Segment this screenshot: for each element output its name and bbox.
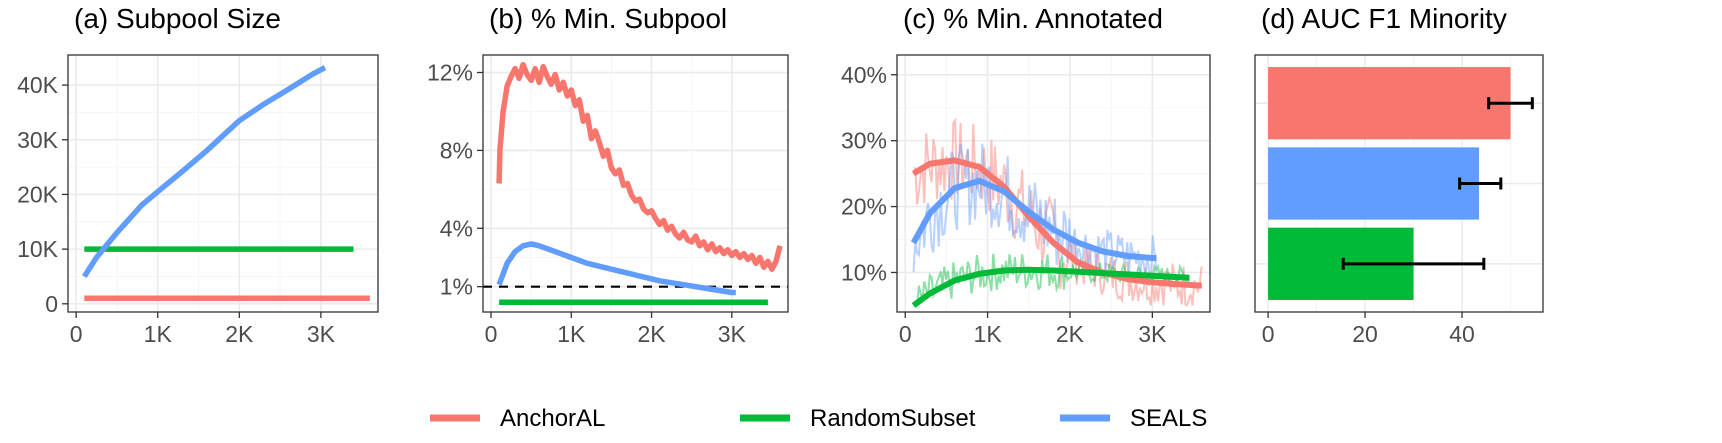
legend-item-seals: SEALS (1060, 405, 1207, 432)
panel-title: (d) AUC F1 Minority (1261, 3, 1507, 34)
x-tick-label: 1K (144, 321, 173, 347)
x-tick-label: 2K (225, 321, 254, 347)
gridlines (68, 55, 378, 312)
y-tick-label: 1% (440, 274, 473, 300)
legend: AnchorAL RandomSubset SEALS (430, 405, 1207, 432)
raw-trace-seals (912, 143, 1158, 282)
panel-title: (c) % Min. Annotated (903, 3, 1163, 34)
y-tick-label: 40% (841, 62, 887, 88)
series-line-randomsubset (911, 266, 1190, 308)
series-line-anchoral (496, 61, 783, 272)
series-line-seals (496, 241, 736, 296)
plot-frame (482, 54, 789, 313)
x-tick-label: 0 (485, 321, 498, 347)
raw-trace-anchoral (912, 117, 1203, 307)
y-tick-label: 20K (17, 181, 59, 207)
plot-frame (1254, 54, 1544, 313)
y-tick-label: 30% (841, 128, 887, 154)
x-tick-label: 20 (1352, 321, 1378, 347)
bar-seals (1268, 147, 1479, 220)
panel-b: (b) % Min. Subpool 1% 4% 8% 12% 0 1K 2K 3K (427, 3, 789, 347)
y-tick-label: 40K (17, 72, 59, 98)
bar-anchoral (1268, 67, 1511, 140)
y-tick-label: 12% (427, 60, 473, 86)
y-tick-label: 30K (17, 127, 59, 153)
legend-item-randomsubset: RandomSubset (740, 405, 976, 432)
plot-frame (67, 54, 379, 313)
error-bar-seals (1458, 177, 1503, 190)
y-tick-label: 4% (440, 215, 473, 241)
x-tick-label: 1K (974, 321, 1003, 347)
x-tick-label: 0 (1262, 321, 1275, 347)
legend-label: AnchorAL (500, 405, 605, 432)
x-tick-label: 2K (1056, 321, 1085, 347)
x-tick-label: 0 (899, 321, 912, 347)
x-tick-label: 3K (307, 321, 336, 347)
x-tick-label: 3K (718, 321, 747, 347)
x-tick-label: 3K (1138, 321, 1167, 347)
x-tick-label: 0 (70, 321, 83, 347)
panel-c: (c) % Min. Annotated 10% 20% 30% 40% 0 1K 2K 3K (841, 3, 1211, 347)
legend-label: RandomSubset (810, 405, 976, 432)
panel-a: (a) Subpool Size 0 10K 20K 30K 40K 0 1K 2K 3K (17, 3, 379, 347)
y-tick-label: 10% (841, 259, 887, 285)
y-tick-label: 10K (17, 236, 59, 262)
plot-frame (896, 54, 1211, 313)
panel-title: (b) % Min. Subpool (489, 3, 727, 34)
series-line-anchoral (911, 157, 1202, 289)
x-tick-label: 2K (637, 321, 666, 347)
series-line-seals (81, 65, 327, 278)
error-bar-anchoral (1487, 97, 1534, 110)
y-tick-label: 0 (45, 291, 58, 317)
x-tick-label: 40 (1449, 321, 1475, 347)
error-bar-randomsubset (1341, 257, 1486, 270)
legend-label: SEALS (1130, 405, 1207, 432)
series-line-seals (910, 177, 1157, 261)
x-tick-label: 1K (557, 321, 586, 347)
legend-item-anchoral: AnchorAL (430, 405, 605, 432)
panel-title: (a) Subpool Size (74, 3, 281, 34)
panel-d: (d) AUC F1 Minority 0 20 40 (1254, 3, 1544, 347)
y-tick-label: 20% (841, 194, 887, 220)
y-tick-label: 8% (440, 137, 473, 163)
